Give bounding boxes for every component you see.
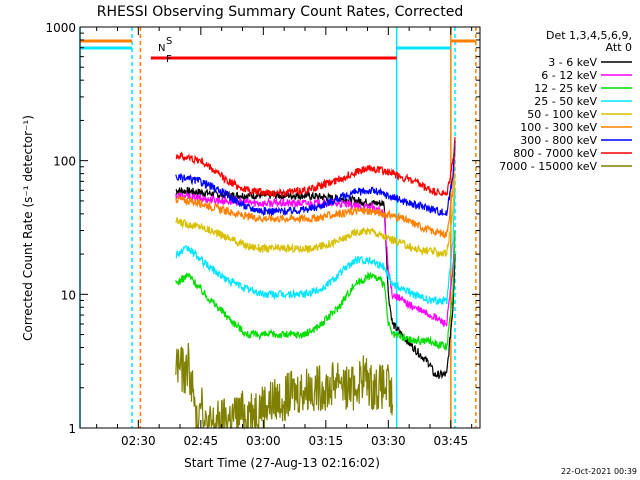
legend-label-1: 6 - 12 keV — [541, 69, 597, 82]
series-line-7000-15000-kev — [175, 342, 394, 431]
legend-label-7: 800 - 7000 keV — [513, 147, 597, 160]
x-tick-label-2: 03:00 — [246, 434, 281, 448]
series-line-6-12-kev — [175, 190, 456, 327]
legend-label-0: 3 - 6 keV — [548, 56, 597, 69]
y-tick-label-0: 1 — [68, 422, 76, 436]
x-tick-label-4: 03:30 — [371, 434, 406, 448]
flag-bars — [80, 39, 476, 60]
legend-header-line-1: Det 1,3,4,5,6,9, — [546, 29, 632, 42]
series-group — [175, 137, 456, 431]
legend-label-4: 50 - 100 keV — [527, 108, 597, 121]
series-line-25-50-kev — [175, 190, 456, 305]
x-axis: 02:30 02:45 03:00 03:15 03:30 03:45 — [96, 27, 473, 448]
x-tick-label-1: 02:45 — [184, 434, 219, 448]
plot-frame — [79, 26, 481, 429]
legend-label-6: 300 - 800 keV — [520, 134, 597, 147]
footer-date: 22-Oct-2021 00:39 — [561, 467, 637, 476]
chart-title: RHESSI Observing Summary Count Rates, Co… — [97, 4, 463, 20]
y-tick-label-1: 10 — [61, 288, 76, 302]
legend-label-5: 100 - 300 keV — [520, 121, 597, 134]
y-tick-label-2: 100 — [53, 155, 76, 169]
y-axis: 1 10 100 1000 — [45, 21, 480, 436]
x-tick-label-3: 03:15 — [309, 434, 344, 448]
y-tick-label-3: 1000 — [45, 21, 76, 35]
series-line-800-7000-kev — [175, 137, 456, 198]
legend-label-3: 25 - 50 keV — [534, 95, 597, 108]
series-line-100-300-kev — [175, 150, 456, 239]
x-tick-label-5: 03:45 — [434, 434, 469, 448]
flag-label-s: S — [166, 36, 172, 47]
y-axis-label: Corrected Count Rate (s⁻¹ detector⁻¹) — [21, 115, 35, 341]
legend-header-line-2: Att 0 — [606, 41, 632, 54]
series-line-50-100-kev — [175, 173, 456, 259]
flag-label-n: N — [158, 43, 165, 54]
x-tick-label-0: 02:30 — [121, 434, 156, 448]
flag-label-f: F — [166, 54, 172, 65]
series-line-12-25-kev — [175, 230, 456, 351]
x-axis-label: Start Time (27-Aug-13 02:16:02) — [184, 456, 380, 470]
series-line-300-800-kev — [175, 141, 456, 217]
legend-label-2: 12 - 25 keV — [534, 82, 597, 95]
legend-label-8: 7000 - 15000 keV — [499, 160, 597, 173]
